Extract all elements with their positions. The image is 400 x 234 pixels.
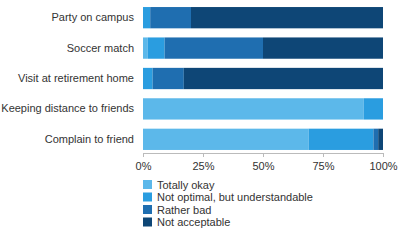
tick: Keeping distance to friends [1, 102, 143, 114]
tick: Visit at retirement home [18, 72, 143, 84]
tick-mark [143, 153, 144, 157]
bar-segment [383, 98, 384, 119]
legend-label: Rather bad [157, 204, 211, 216]
category-label: Visit at retirement home [18, 72, 134, 84]
legend-swatch [143, 180, 152, 189]
legend-swatch [143, 205, 152, 214]
bar-segment [373, 129, 378, 150]
tick-mark [263, 153, 264, 157]
chart: 0% 25% 50% 75% 100% Party on campus Soccer mat… [0, 0, 400, 234]
legend-item: Not acceptable [143, 216, 230, 228]
bar-segment [309, 129, 374, 150]
tick: 25% [192, 153, 214, 172]
legend-item: Not optimal, but understandable [143, 191, 313, 203]
legend-label: Not acceptable [157, 216, 230, 228]
tick-label: 75% [312, 160, 334, 172]
tick-label: 25% [192, 160, 214, 172]
tick-mark [323, 153, 324, 157]
bar-segment [184, 68, 383, 89]
category-label: Keeping distance to friends [1, 102, 134, 114]
bar-segment [143, 129, 309, 150]
tick: 0% [136, 153, 152, 172]
legend-label: Not optimal, but understandable [157, 191, 313, 203]
tick: 75% [312, 153, 334, 172]
legend-swatch [143, 193, 152, 202]
category-label: Complain to friend [45, 133, 134, 145]
series [143, 7, 383, 150]
legend-swatch [143, 218, 152, 227]
bar-segment [143, 37, 148, 58]
tick: Complain to friend [45, 133, 143, 145]
legend-label: Totally okay [157, 179, 215, 191]
bar-segment [364, 98, 383, 119]
category-label: Soccer match [67, 42, 134, 54]
x-axis: 0% 25% 50% 75% 100% [136, 153, 398, 172]
tick-label: 50% [252, 160, 274, 172]
bar-segment [191, 7, 383, 28]
tick: 50% [252, 153, 274, 172]
bar-segment [148, 37, 165, 58]
bar-segment [153, 68, 184, 89]
category-label: Party on campus [51, 11, 134, 23]
bar-segment [383, 98, 384, 119]
tick-mark [203, 153, 204, 157]
tick: Soccer match [67, 42, 143, 54]
bar-segment [143, 68, 153, 89]
axis-line [144, 154, 384, 158]
bar-segment [165, 37, 263, 58]
tick-mark [383, 153, 384, 157]
bar-segment [263, 37, 383, 58]
tick-label: 100% [369, 160, 397, 172]
plot-area [143, 7, 383, 150]
legend-item: Rather bad [143, 204, 211, 216]
bar-segment [378, 129, 383, 150]
tick: 100% [369, 153, 397, 172]
tick: Party on campus [51, 11, 143, 23]
y-axis: Party on campus Soccer match Visit at reti… [1, 11, 143, 145]
legend: Totally okayNot optimal, but understanda… [143, 179, 313, 229]
bar-segment [143, 7, 150, 28]
legend-item: Totally okay [143, 179, 215, 191]
tick-label: 0% [136, 160, 152, 172]
bar-segment [150, 7, 191, 28]
series [184, 7, 383, 150]
bar-segment [143, 98, 364, 119]
